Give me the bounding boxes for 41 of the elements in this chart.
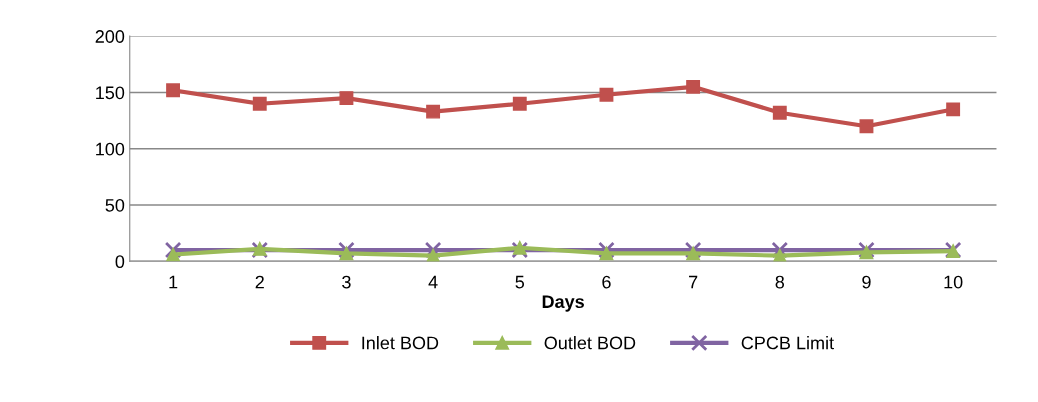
point [166,247,181,262]
point [512,240,527,255]
point [686,246,701,261]
y-tick-label: 0 [115,255,125,269]
x-tick-label: 10 [944,275,963,289]
point [166,83,181,98]
point [859,119,874,134]
point [164,241,182,259]
point [339,91,354,106]
y-tick-label: 100 [96,142,125,156]
point [598,241,615,259]
x-tick-label: 6 [602,275,611,289]
x-tick-label: 5 [515,275,525,289]
point [772,248,787,262]
x-axis-title: Days [542,295,584,312]
x-tick-label: 1 [169,275,178,289]
x-tick-label: 8 [775,275,785,289]
point [599,87,614,102]
point [511,241,529,259]
point [946,102,961,117]
point [599,246,614,261]
y-tick-label: 200 [95,30,125,43]
y-tick-label: 150 [96,86,125,100]
legend-label: Outlet BOD [544,336,636,350]
point [426,104,441,119]
x-tick-label: 9 [862,275,871,289]
x-tick-label: 4 [428,275,438,289]
x-tick-label: 2 [255,275,264,289]
point [252,96,267,111]
y-tick-label: 50 [105,198,125,212]
point [512,96,527,111]
point [686,79,701,94]
x-tick-label: 3 [342,275,351,289]
legend-label: Inlet BOD [362,336,439,350]
point [338,241,355,259]
x-tick-label: 7 [689,275,698,289]
point [772,105,787,120]
point [339,246,354,261]
point [859,245,874,260]
legend-label: CPCB Limit [741,336,834,350]
point [684,241,702,259]
